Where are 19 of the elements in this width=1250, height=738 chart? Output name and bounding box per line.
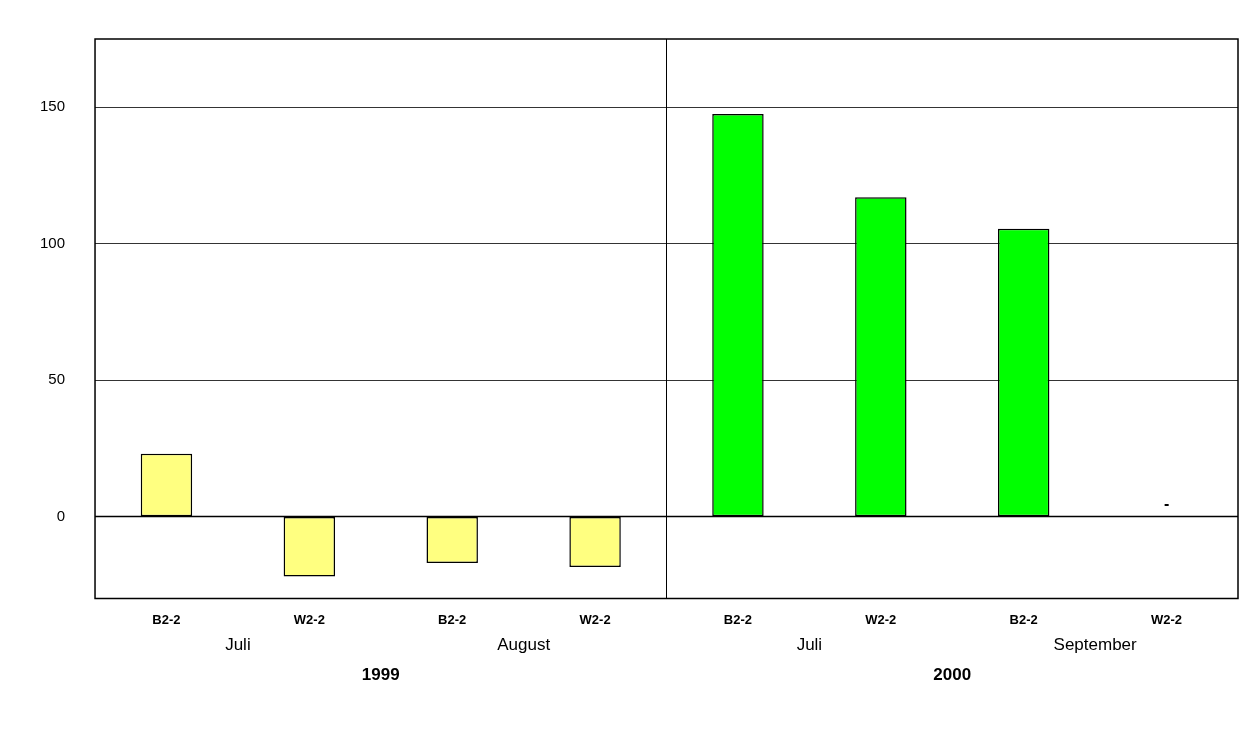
- y-tick-label: 150: [40, 97, 66, 115]
- x-tick-label: B2-2: [1009, 611, 1038, 627]
- text: Juli: [796, 634, 823, 654]
- text: August: [497, 634, 551, 654]
- y-tick-label: 0: [56, 506, 66, 524]
- text: 2000: [933, 664, 972, 684]
- x-tick-label: W2-2: [579, 611, 611, 627]
- text: Juli: [225, 634, 251, 654]
- text: September: [1053, 634, 1138, 654]
- x-tick-label: B2-2: [438, 611, 467, 627]
- y-tick-label: 50: [48, 370, 66, 388]
- x-tick-label: W2-2: [293, 611, 325, 627]
- y-tick-label: 100: [40, 233, 66, 251]
- x-tick-label: B2-2: [723, 611, 753, 627]
- x-tick-label: W2-2: [865, 611, 897, 627]
- x-tick-label: B2-2: [152, 611, 181, 627]
- text: 1999: [361, 664, 400, 684]
- text: -: [1163, 494, 1170, 512]
- x-tick-label: W2-2: [1151, 611, 1183, 627]
